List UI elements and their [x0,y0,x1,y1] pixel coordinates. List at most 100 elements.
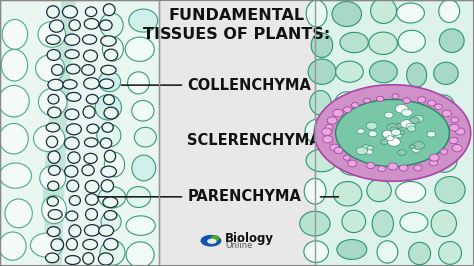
Ellipse shape [434,62,458,84]
Ellipse shape [405,89,425,114]
Ellipse shape [384,112,393,118]
Ellipse shape [395,105,408,113]
Ellipse shape [409,145,415,149]
Ellipse shape [377,241,398,263]
Ellipse shape [46,123,60,132]
Ellipse shape [432,95,454,115]
Ellipse shape [356,147,367,155]
Bar [0,0,159,266]
Ellipse shape [390,127,397,132]
Ellipse shape [333,109,343,117]
Ellipse shape [398,30,425,52]
Ellipse shape [104,152,125,177]
Ellipse shape [0,232,26,260]
Ellipse shape [391,129,401,136]
Ellipse shape [69,225,81,237]
Ellipse shape [367,180,391,202]
Ellipse shape [67,93,81,101]
Ellipse shape [389,131,401,139]
Ellipse shape [38,22,65,47]
Ellipse shape [332,2,362,27]
Ellipse shape [95,95,121,120]
Ellipse shape [336,61,363,82]
Ellipse shape [337,240,367,259]
Ellipse shape [340,32,368,53]
Ellipse shape [0,123,28,154]
Ellipse shape [2,19,27,49]
Ellipse shape [351,102,359,108]
Ellipse shape [40,166,66,190]
Ellipse shape [65,256,80,264]
Ellipse shape [104,150,116,162]
Ellipse shape [127,186,151,207]
Ellipse shape [439,29,464,52]
Ellipse shape [314,85,471,181]
Ellipse shape [308,59,336,84]
Ellipse shape [370,120,392,146]
Bar [159,0,315,266]
Ellipse shape [347,160,357,167]
Text: COLLENCHYMA: COLLENCHYMA [121,78,311,93]
Ellipse shape [103,4,115,16]
Ellipse shape [125,37,155,61]
Ellipse shape [373,88,401,112]
Ellipse shape [68,152,80,163]
Ellipse shape [99,225,114,236]
Circle shape [201,235,221,247]
Ellipse shape [340,119,360,140]
Ellipse shape [66,211,78,221]
Ellipse shape [104,238,118,250]
Bar [0,0,159,266]
Ellipse shape [400,213,428,232]
Ellipse shape [99,72,120,92]
Ellipse shape [1,49,27,81]
Ellipse shape [48,210,62,219]
Ellipse shape [84,225,100,236]
Ellipse shape [67,180,79,192]
Ellipse shape [101,65,116,75]
Ellipse shape [367,146,374,150]
Ellipse shape [407,63,427,87]
Text: FUNDAMENTAL
TISSUES OF PLANTS:: FUNDAMENTAL TISSUES OF PLANTS: [143,8,331,41]
Ellipse shape [427,131,436,137]
Ellipse shape [344,107,351,113]
Ellipse shape [325,124,333,130]
Ellipse shape [100,138,112,148]
Ellipse shape [100,36,116,46]
Ellipse shape [386,130,395,136]
Ellipse shape [330,144,339,151]
Text: SCLERENCHYMA: SCLERENCHYMA [187,134,334,148]
Circle shape [207,239,217,244]
Ellipse shape [429,154,439,161]
Ellipse shape [82,65,95,75]
Ellipse shape [399,165,408,171]
Ellipse shape [0,163,32,188]
Ellipse shape [310,91,331,115]
Ellipse shape [452,144,462,152]
Ellipse shape [46,136,58,147]
Ellipse shape [366,163,375,169]
Ellipse shape [104,107,118,119]
Ellipse shape [327,117,337,124]
Ellipse shape [398,149,406,155]
Bar [315,0,474,266]
Ellipse shape [83,239,98,250]
Ellipse shape [101,166,117,177]
Ellipse shape [101,212,121,232]
Ellipse shape [368,131,377,137]
Ellipse shape [409,242,430,265]
Ellipse shape [322,128,332,135]
Ellipse shape [102,123,113,132]
Ellipse shape [99,253,113,265]
Ellipse shape [410,117,419,123]
Ellipse shape [369,61,397,83]
Ellipse shape [66,64,80,74]
Ellipse shape [342,210,365,232]
Ellipse shape [83,106,95,118]
Ellipse shape [431,210,456,237]
Ellipse shape [104,211,117,220]
Ellipse shape [418,97,426,103]
Ellipse shape [401,109,412,116]
Ellipse shape [86,94,98,104]
Ellipse shape [335,92,359,116]
